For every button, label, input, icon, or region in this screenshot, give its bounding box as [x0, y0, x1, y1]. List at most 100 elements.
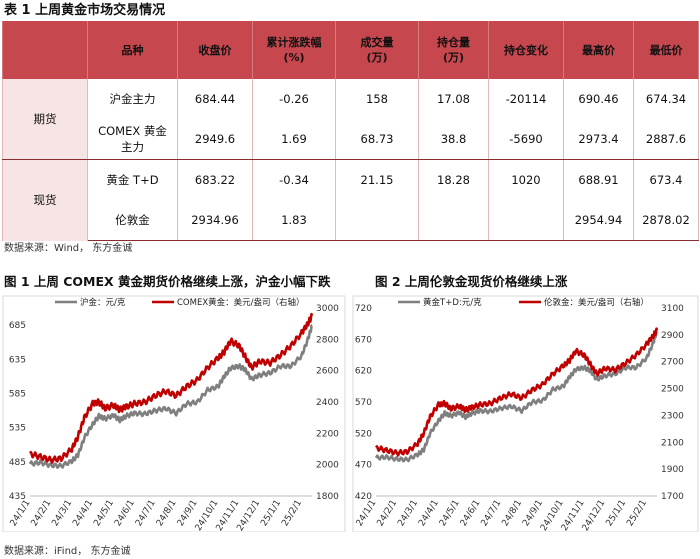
legend-label: 黄金T+D:元/克 — [423, 297, 482, 308]
figure1-title: 图 1 上周 COMEX 黄金期货价格继续上涨，沪金小幅下跌 — [4, 274, 331, 289]
x-axis-tick-label: 25/2/1 — [625, 498, 649, 528]
table-cell — [488, 200, 564, 241]
left-axis-tick-label: 535 — [9, 424, 26, 434]
legend-label: COMEX黄金：美元/盎司（右轴） — [177, 297, 305, 308]
left-axis-tick-label: 485 — [9, 458, 26, 468]
figure2-chart: 420 470 520 570 620 670 720 1700 1900 2100 2300 250… — [351, 294, 700, 532]
table-cell — [335, 200, 419, 241]
table-cell: 683.22 — [177, 159, 253, 200]
series-line-right — [28, 312, 314, 464]
table-cell: COMEX 黄金 主力 — [87, 119, 178, 160]
table-title: 表 1 上周黄金市场交易情况 — [4, 3, 166, 18]
table-cell: 17.08 — [418, 79, 489, 119]
table-header-cell: 收盘价 — [177, 21, 253, 79]
legend-label: 伦敦金：美元/盎司（右轴） — [544, 297, 649, 308]
right-axis-tick-label: 2000 — [316, 461, 339, 471]
x-axis-tick-label: 24/5/1 — [92, 498, 116, 528]
table-cell: 2973.4 — [563, 119, 634, 160]
left-axis-tick-label: 670 — [355, 335, 372, 345]
x-axis-tick-label: 25/2/1 — [280, 498, 304, 528]
table-cell: 690.46 — [563, 79, 634, 119]
right-axis-tick-label: 2700 — [661, 358, 684, 368]
figure-source: 数据来源：iFind， 东方金诚 — [4, 546, 131, 557]
table-header-cell: 累计涨跌幅 (%) — [252, 21, 336, 79]
figure1-chart: 435 485 535 585 635 685 1800 2000 2200 2400 2600 28… — [0, 294, 348, 532]
left-axis-tick-label: 685 — [9, 321, 26, 331]
x-axis-tick-label: 24/7/1 — [134, 498, 158, 528]
table-header-cell: 最高价 — [563, 21, 634, 79]
table-header-row: 品种 收盘价 累计涨跌幅 (%) 成交量 (万) 持仓量 (万) 持仓变化 最高价 最低价 — [2, 21, 699, 79]
right-axis-tick-label: 2500 — [661, 385, 684, 395]
table-cell: 1.83 — [252, 200, 336, 241]
right-axis-tick-label: 2300 — [661, 411, 684, 421]
figure2-svg: 420 470 520 570 620 670 720 1700 1900 2100 2300 250… — [352, 295, 699, 532]
table-cell: -5690 — [488, 119, 564, 160]
table-header-cell: 品种 — [87, 21, 178, 79]
table-cell: 684.44 — [177, 79, 253, 119]
x-axis-tick-label: 24/3/1 — [50, 498, 74, 528]
table-group-label: 期货 — [2, 79, 88, 160]
table-cell: 674.34 — [633, 79, 699, 119]
x-axis-tick-label: 24/8/1 — [155, 498, 179, 528]
table-cell: 673.4 — [633, 159, 699, 200]
left-axis-tick-label: 570 — [355, 398, 372, 408]
right-axis-tick-label: 2200 — [316, 429, 339, 439]
table-cell: -0.34 — [252, 159, 336, 200]
table-cell: 688.91 — [563, 159, 634, 200]
table-row: 期货 沪金主力 684.44 -0.26 158 17.08 -20114 690.46 674… — [2, 79, 699, 160]
table-cell: 68.73 — [335, 119, 419, 160]
table-row: 现货 黄金 T+D 683.22 -0.34 21.15 18.28 1020 688.91 6… — [2, 159, 699, 241]
table-cell: 黄金 T+D — [87, 159, 178, 200]
table-cell — [418, 200, 489, 241]
left-axis-tick-label: 435 — [9, 492, 26, 502]
right-axis-tick-label: 2800 — [316, 335, 339, 345]
legend-label: 沪金：元/克 — [80, 297, 126, 308]
figure2-title: 图 2 上周伦敦金现货价格继续上涨 — [375, 274, 568, 289]
left-axis-tick-label: 420 — [355, 492, 372, 502]
left-axis-tick-label: 520 — [355, 429, 372, 439]
table-cell: 2934.96 — [177, 200, 253, 241]
table-cell: 2949.6 — [177, 119, 253, 160]
right-axis-tick-label: 3100 — [661, 304, 684, 314]
table-cell: -20114 — [488, 79, 564, 119]
right-axis-tick-label: 2400 — [316, 398, 339, 408]
table-cell: 158 — [335, 79, 419, 119]
gold-market-table: 品种 收盘价 累计涨跌幅 (%) 成交量 (万) 持仓量 (万) 持仓变化 最高价 最低价 期货 沪金… — [2, 21, 699, 241]
right-axis-tick-label: 1800 — [316, 492, 339, 502]
table-row: COMEX 黄金 主力 2949.6 1.69 68.73 38.8 -5690 2973.4… — [3, 119, 699, 160]
left-axis-tick-label: 635 — [9, 355, 26, 365]
right-axis-tick-label: 2900 — [661, 331, 684, 341]
table-group-label: 现货 — [2, 159, 88, 241]
series-line-right — [375, 327, 659, 457]
table-cell: 2878.02 — [633, 200, 699, 241]
right-axis-tick-label: 3000 — [316, 304, 339, 314]
table-cell: 1.69 — [252, 119, 336, 160]
table-cell: 1020 — [488, 159, 564, 200]
left-axis-tick-label: 620 — [355, 367, 372, 377]
table-cell: -0.26 — [252, 79, 336, 119]
right-axis-tick-label: 2600 — [316, 367, 339, 377]
table-cell: 沪金主力 — [87, 79, 178, 119]
table-header-cell: 持仓变化 — [488, 21, 564, 79]
table-cell: 38.8 — [418, 119, 489, 160]
x-axis-tick-label: 24/1/1 — [9, 498, 33, 528]
table-cell: 2887.6 — [633, 119, 699, 160]
table-cell: 伦敦金 — [87, 200, 178, 241]
table-header-cell: 持仓量 (万) — [418, 21, 489, 79]
chart-frame — [2, 295, 346, 532]
table-header-cell: 最低价 — [633, 21, 699, 79]
x-axis-tick-label: 25/1/1 — [259, 498, 283, 528]
table-cell: 21.15 — [335, 159, 419, 200]
table-cell: 2954.94 — [563, 200, 634, 241]
left-axis-tick-label: 720 — [355, 304, 372, 314]
x-axis-tick-label: 24/6/1 — [113, 498, 137, 528]
figure1-svg: 435 485 535 585 635 685 1800 2000 2200 2400 2600 28… — [2, 295, 346, 532]
right-axis-tick-label: 2100 — [661, 438, 684, 448]
right-axis-tick-label: 1700 — [661, 492, 684, 502]
left-axis-tick-label: 470 — [355, 461, 372, 471]
table-header-cell: 成交量 (万) — [335, 21, 419, 79]
x-axis-tick-label: 24/7/1 — [480, 498, 504, 528]
left-axis-tick-label: 585 — [9, 389, 26, 399]
series-line-left — [374, 329, 658, 463]
x-axis-tick-label: 24/2/1 — [30, 498, 54, 528]
